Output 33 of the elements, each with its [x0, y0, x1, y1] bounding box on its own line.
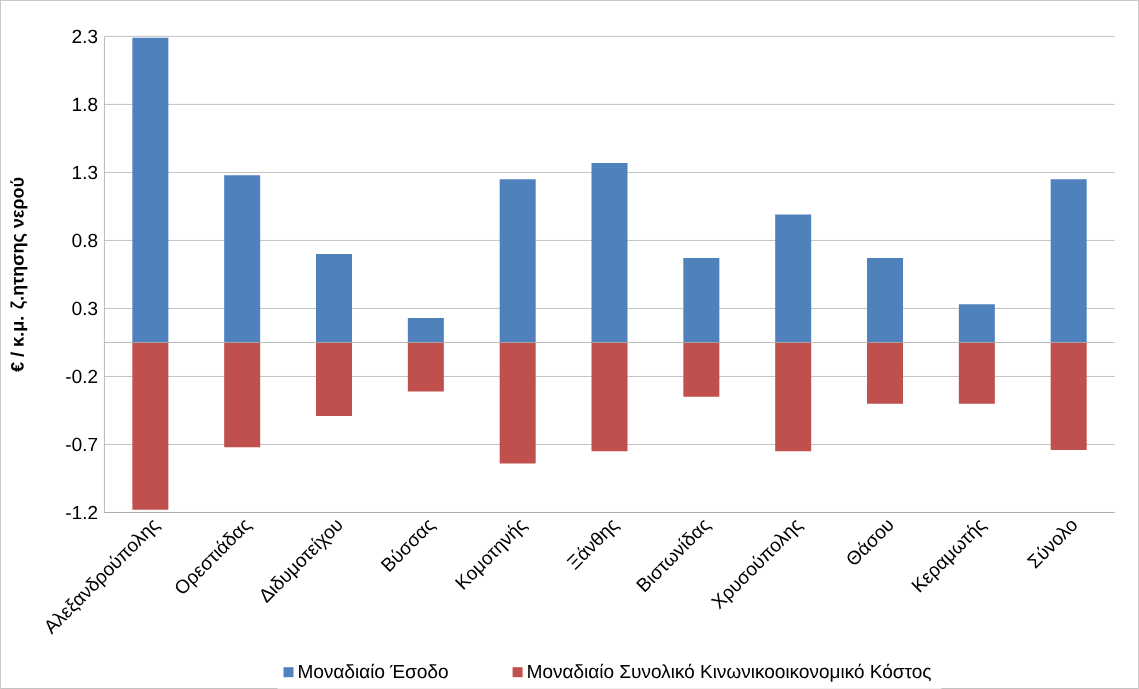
bar: [683, 258, 720, 343]
y-tick-label: 0.3: [72, 301, 98, 316]
y-tick-label: 0.8: [72, 233, 98, 248]
bar: [867, 342, 904, 404]
legend-label: Μοναδιαίο Έσοδο: [299, 663, 448, 679]
y-tick-label: -0.2: [66, 369, 98, 384]
bar: [958, 342, 995, 404]
legend-label: Μοναδιαίο Συνολικό Κινωνικοοικονομικό Κόστος: [528, 663, 931, 682]
bar: [224, 342, 261, 448]
bar: [407, 342, 444, 392]
bar: [499, 342, 536, 464]
bar: [224, 175, 261, 343]
bar: [683, 342, 720, 397]
bar: [407, 318, 444, 343]
bar: [775, 214, 812, 343]
y-tick-label: 1.8: [73, 97, 98, 112]
bar: [775, 342, 812, 452]
bar: [316, 342, 353, 416]
y-axis-title: € / κ.μ. ζ.ητησης νερού: [10, 177, 28, 372]
bar: [591, 162, 628, 343]
bar: [867, 258, 904, 343]
bar: [1050, 179, 1087, 343]
y-tick-label: 2.3: [72, 29, 98, 44]
y-tick-label: -1.2: [66, 505, 98, 520]
bar: [132, 37, 169, 343]
y-tick-label: 1.3: [73, 165, 98, 180]
bar: [132, 342, 169, 510]
bar: [499, 179, 536, 343]
bar: [591, 342, 628, 452]
bar: [958, 304, 995, 343]
bar: [1050, 342, 1087, 450]
y-tick-label: -0.7: [66, 437, 98, 452]
bar: [316, 254, 353, 343]
